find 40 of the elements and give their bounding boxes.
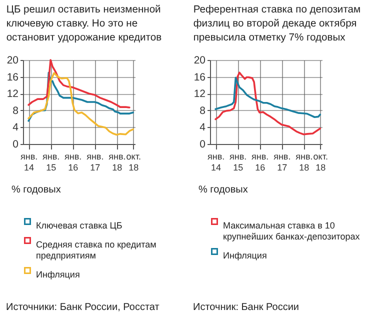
y-axis-title: % годовых <box>12 184 61 196</box>
chart-title: ЦБ решил оставить неизменной ключевую ставку. Но это не остановит удорожание кредитов <box>6 4 162 44</box>
legend-label: Средняя ставка по кредитам предприятиям <box>36 240 156 260</box>
x-tick-label: янв. 18 <box>296 152 313 172</box>
y-tick-label: 20 <box>194 54 206 66</box>
x-tick-label: янв. 18 <box>108 152 126 172</box>
legend-label: Ключевая ставка ЦБ <box>36 220 122 230</box>
y-axis-title: % годовых <box>198 184 248 196</box>
x-tick-label: янв. 14 <box>20 152 38 172</box>
x-tick-label: янв. 15 <box>42 152 60 172</box>
y-tick-label: 4 <box>200 122 206 134</box>
y-tick-label: 8 <box>200 104 206 117</box>
legend-label: Инфляция <box>36 270 80 280</box>
x-tick-label: янв. 14 <box>207 152 225 172</box>
y-tick-label: 12 <box>6 88 19 100</box>
text: Источник: Банк России <box>193 302 300 313</box>
legend-label: Инфляция <box>223 250 267 260</box>
x-tick-label: янв. 15 <box>229 152 247 172</box>
line-series <box>28 72 134 122</box>
y-tick-label: 0 <box>12 138 19 150</box>
line-series <box>28 59 130 108</box>
y-tick-label: 8 <box>12 104 19 117</box>
y-tick-label: 16 <box>6 71 19 84</box>
y-tick-label: 0 <box>200 138 206 150</box>
text: Источники: Банк России, Росстат <box>6 302 160 313</box>
x-tick-label: янв. 16 <box>252 152 269 172</box>
x-tick-label: янв. 17 <box>86 152 104 172</box>
x-tick-label: окт. 18 <box>126 152 141 172</box>
y-tick-label: 20 <box>6 54 19 66</box>
y-tick-label: 16 <box>194 71 206 84</box>
line-series <box>214 72 322 136</box>
y-tick-label: 12 <box>194 88 206 100</box>
line-series <box>214 76 322 118</box>
chart-title: Референтная ставка по депозитам физлиц во второй декаде октября превысила отметку 7% годовых <box>193 4 361 44</box>
x-tick-label: янв. 16 <box>64 152 82 172</box>
x-tick-label: окт. 18 <box>313 152 328 172</box>
legend-label: Максимальная ставка в 10 крупнейших банках-депозиторах <box>223 220 360 242</box>
x-tick-label: янв. 17 <box>274 152 291 172</box>
y-tick-label: 4 <box>12 122 19 134</box>
line-series <box>28 72 134 136</box>
